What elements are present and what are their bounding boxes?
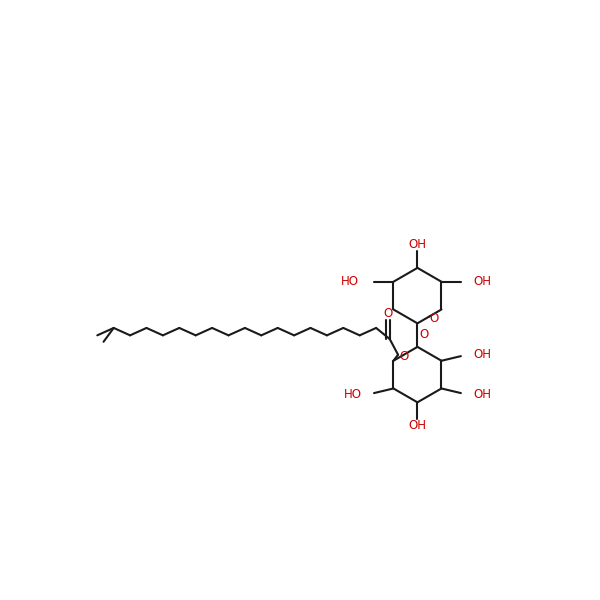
Text: OH: OH — [409, 238, 427, 251]
Text: OH: OH — [473, 348, 491, 361]
Text: OH: OH — [473, 275, 491, 288]
Text: HO: HO — [344, 388, 362, 401]
Text: O: O — [419, 328, 428, 341]
Text: O: O — [383, 307, 392, 320]
Text: OH: OH — [409, 419, 427, 432]
Text: HO: HO — [341, 275, 359, 288]
Text: O: O — [399, 350, 408, 362]
Text: OH: OH — [473, 388, 491, 401]
Text: O: O — [430, 312, 439, 325]
